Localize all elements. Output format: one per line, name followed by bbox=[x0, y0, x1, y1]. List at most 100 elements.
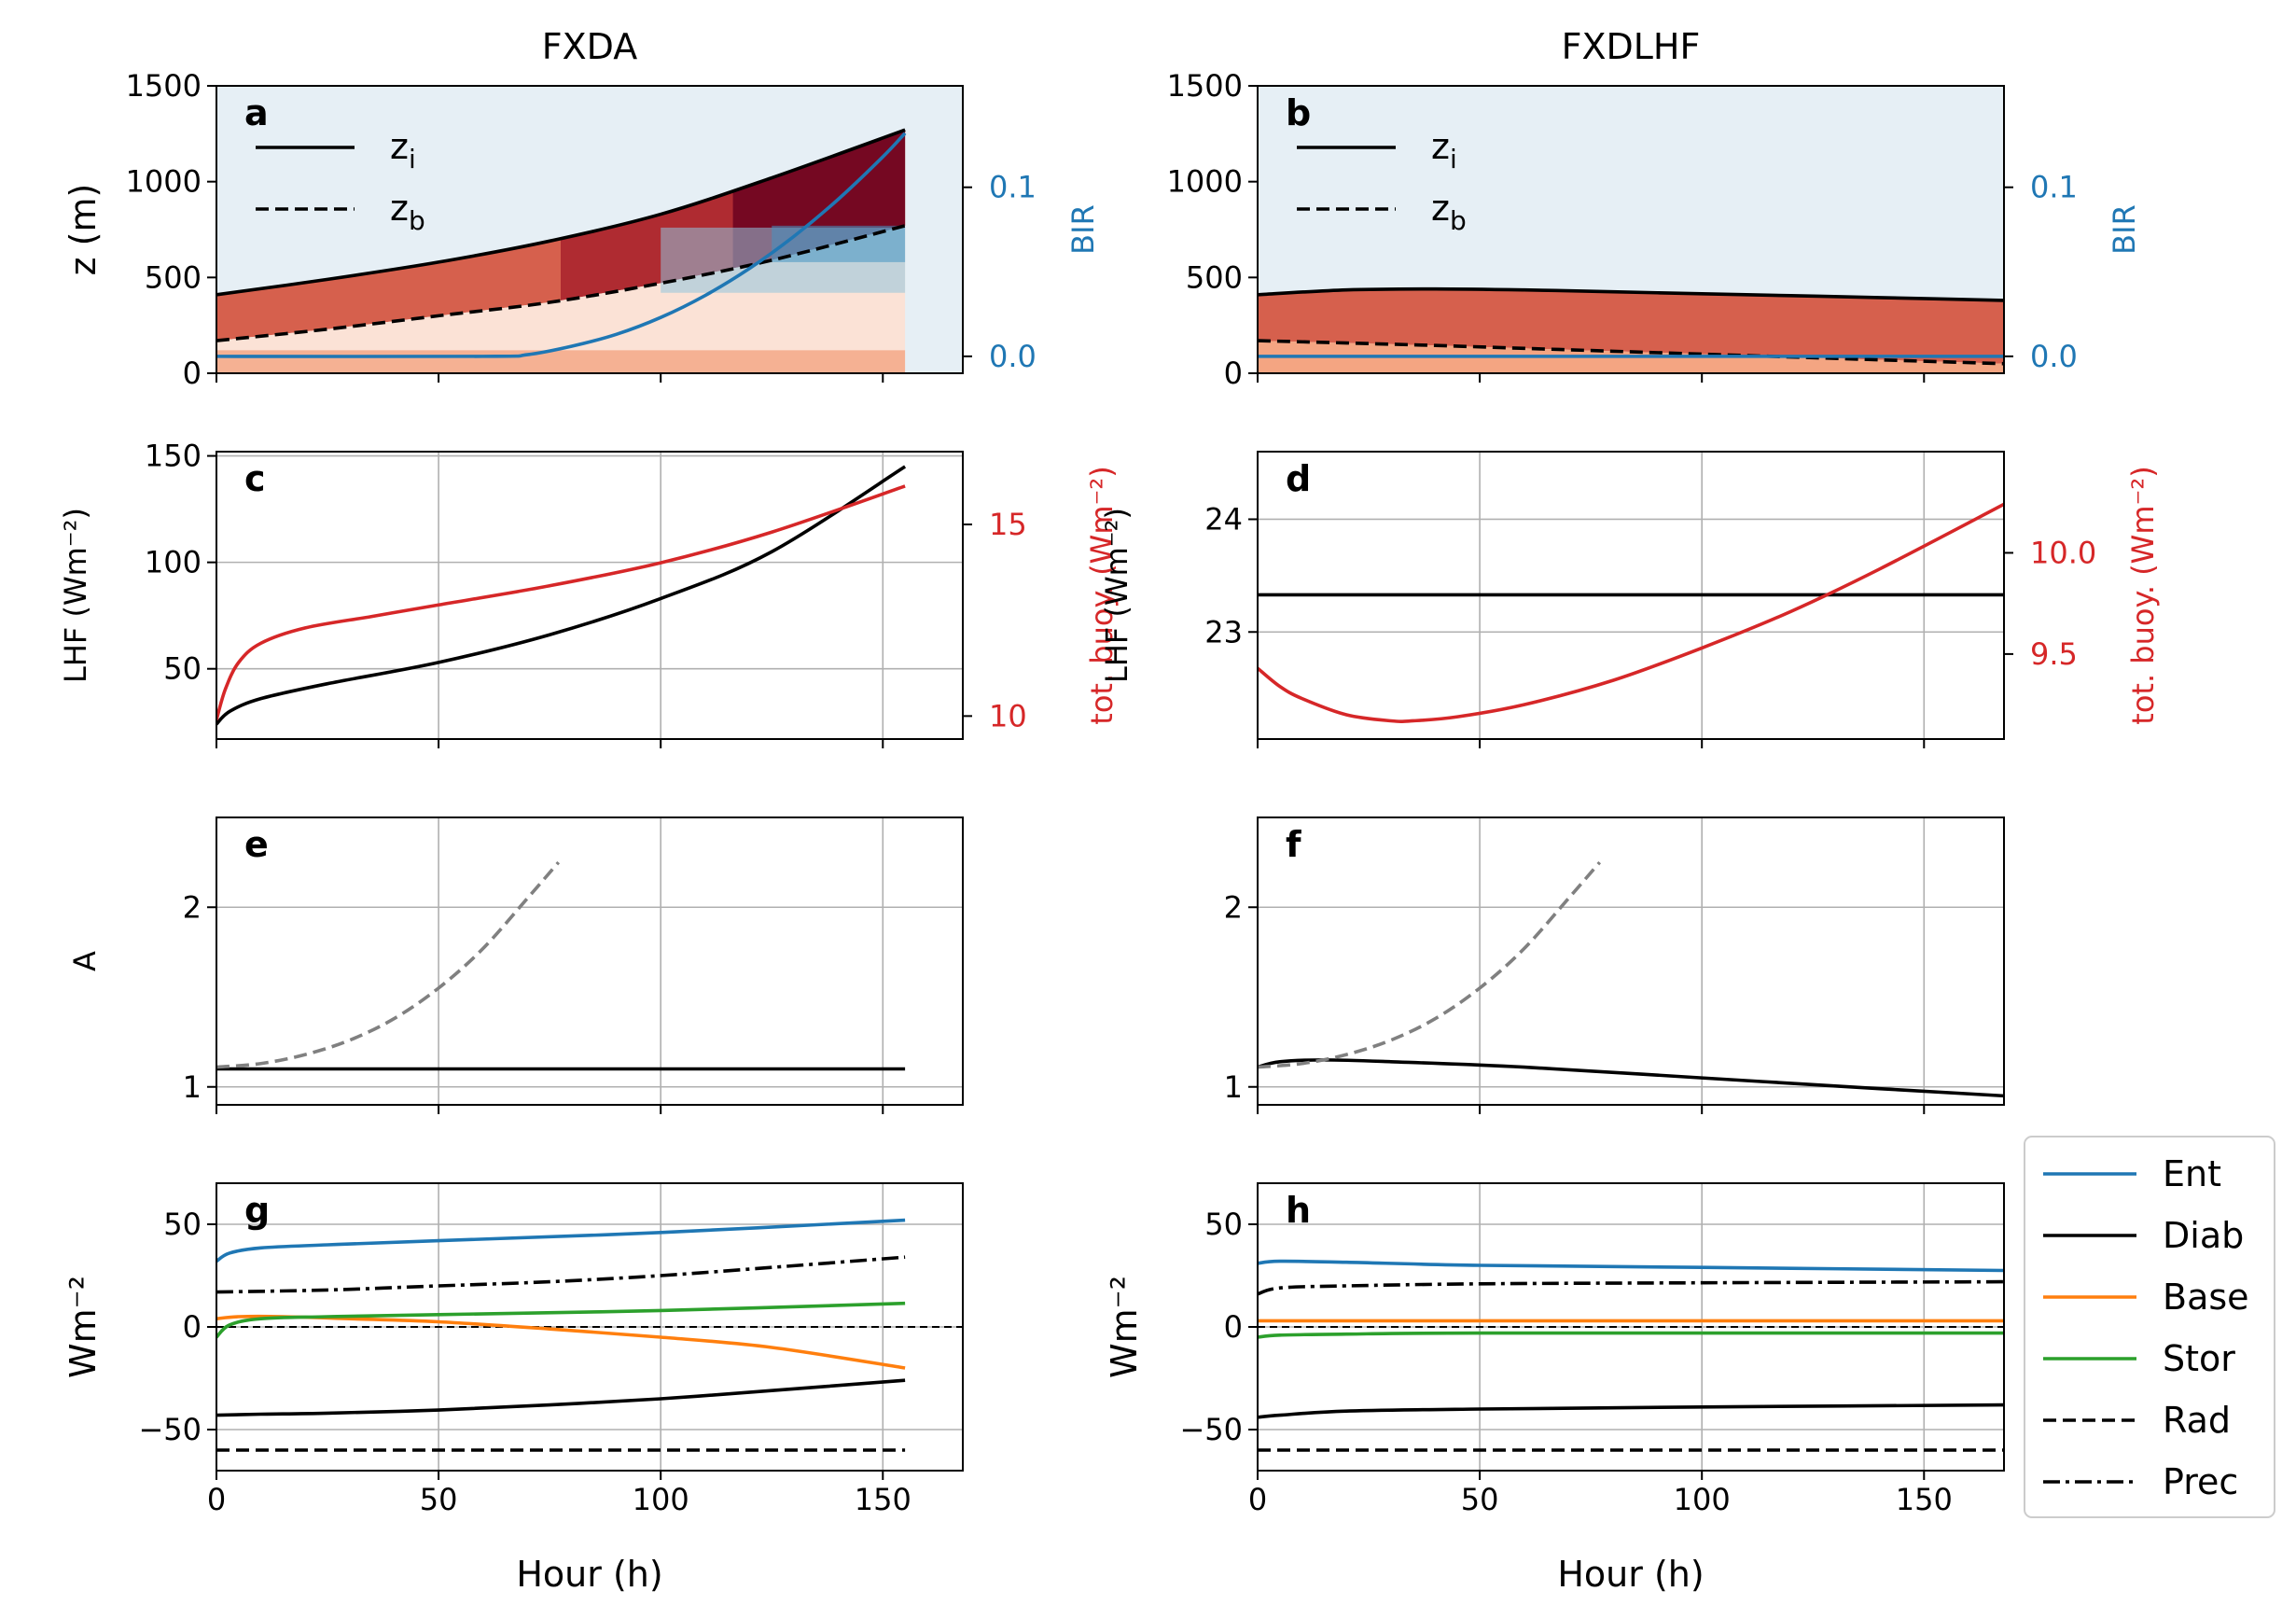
y-tick-label: 24 bbox=[1204, 501, 1243, 537]
series-line-prec bbox=[1258, 1279, 2004, 1296]
series-line-prec bbox=[216, 1255, 906, 1294]
series-line-diab bbox=[216, 1378, 906, 1417]
right-y-tick-label: 0.0 bbox=[2030, 339, 2078, 374]
series-group bbox=[216, 465, 907, 726]
y-tick-label: 1000 bbox=[1167, 164, 1243, 200]
y-tick-label: 2 bbox=[183, 889, 202, 925]
series-line-stor bbox=[1258, 1331, 2004, 1339]
surface-layer-fill bbox=[216, 350, 906, 373]
right-axis-label: tot. buoy. (Wm⁻²) bbox=[2125, 466, 2161, 724]
axes-frame bbox=[216, 85, 964, 374]
cloud-layer-fill bbox=[216, 130, 906, 342]
right-axis-label: BIR bbox=[1065, 204, 1101, 255]
x-tick-label: 100 bbox=[633, 1482, 689, 1517]
panel-letter-b: b bbox=[1286, 92, 1311, 133]
right-y-tick-label: 10.0 bbox=[2030, 535, 2096, 570]
y-tick-label: 1500 bbox=[126, 68, 202, 104]
series-group bbox=[1258, 860, 2004, 1098]
y-tick-label: 500 bbox=[1186, 259, 1243, 295]
right-axis-label: tot. buoy. (Wm⁻²) bbox=[1084, 466, 1120, 724]
y-tick-label: 1000 bbox=[126, 164, 202, 200]
y-tick-label: 50 bbox=[1204, 1207, 1243, 1242]
series-line-line-1 bbox=[216, 860, 561, 1069]
y-tick-label: 23 bbox=[1204, 614, 1243, 649]
series-line-diab bbox=[1258, 1403, 2004, 1419]
panel-letter-d: d bbox=[1286, 458, 1311, 499]
column-title-fxdlhf: FXDLHF bbox=[1562, 26, 1701, 67]
series-group bbox=[216, 860, 906, 1071]
x-axis-label-right: Hour (h) bbox=[1557, 1554, 1704, 1595]
y-tick-label: 0 bbox=[1224, 1309, 1243, 1345]
x-tick-label: 100 bbox=[1674, 1482, 1731, 1517]
series-line-line-0 bbox=[216, 465, 907, 726]
series-group bbox=[216, 1218, 906, 1452]
axes-frame bbox=[1257, 816, 2005, 1106]
legend-label-rad: Rad bbox=[2163, 1400, 2231, 1441]
panel-e: 1 2 Ae bbox=[67, 816, 964, 1114]
y-tick-label: 50 bbox=[163, 1207, 202, 1242]
panel-letter-e: e bbox=[244, 824, 269, 865]
series-line-ent bbox=[216, 1218, 906, 1263]
x-axis-label-left: Hour (h) bbox=[516, 1554, 662, 1595]
y-tick-label: 100 bbox=[145, 545, 202, 580]
series-line-right-axis bbox=[216, 484, 906, 720]
y-tick-label: −50 bbox=[1179, 1412, 1243, 1447]
panel-letter-a: a bbox=[244, 92, 269, 133]
legend-subscript: b bbox=[1450, 205, 1467, 236]
right-y-tick-label: 9.5 bbox=[2030, 636, 2078, 672]
right-y-tick-label: 10 bbox=[989, 698, 1027, 733]
y-axis-label: A bbox=[67, 951, 103, 971]
x-tick-label: 150 bbox=[1896, 1482, 1953, 1517]
y-axis-label: LHF (Wm⁻²) bbox=[58, 508, 93, 683]
right-y-tick-label: 0.1 bbox=[989, 170, 1037, 205]
legend-subscript: b bbox=[409, 205, 425, 236]
y-tick-label: 500 bbox=[145, 259, 202, 295]
panel-letter-g: g bbox=[244, 1190, 270, 1231]
y-axis-label: Wm⁻² bbox=[1104, 1276, 1145, 1378]
series-group bbox=[1258, 1259, 2004, 1452]
series-line-zb bbox=[216, 224, 906, 342]
x-tick-label: 50 bbox=[1461, 1482, 1499, 1517]
axes-frame bbox=[216, 816, 964, 1106]
right-axis-label: BIR bbox=[2107, 204, 2142, 255]
legend-label-ent: Ent bbox=[2163, 1153, 2221, 1194]
y-tick-label: 150 bbox=[145, 439, 202, 474]
series-group bbox=[1258, 286, 2004, 366]
y-tick-label: 50 bbox=[163, 651, 202, 687]
y-axis-label: LHF (Wm⁻²) bbox=[1099, 508, 1134, 683]
y-axis-label: Wm⁻² bbox=[63, 1276, 104, 1378]
axes-frame bbox=[1257, 85, 2005, 374]
x-tick-label: 150 bbox=[855, 1482, 911, 1517]
right-y-tick-label: 0.1 bbox=[2030, 170, 2078, 205]
series-line-right-axis bbox=[216, 132, 907, 358]
axes-frame bbox=[216, 451, 964, 740]
legend-frame bbox=[2024, 1136, 2275, 1518]
series-line-ent bbox=[1258, 1259, 2004, 1273]
series-line-line-1 bbox=[1258, 860, 1602, 1069]
legend-label-zi: zi bbox=[1431, 126, 1457, 174]
legend-label-zb: zb bbox=[390, 188, 425, 236]
legend-label-diab: Diab bbox=[2163, 1215, 2244, 1256]
series-line-zb bbox=[1258, 339, 2004, 366]
series-line-line-0 bbox=[1258, 1058, 2004, 1098]
series-line-right-axis bbox=[1258, 502, 2004, 723]
y-tick-label: 0 bbox=[183, 356, 202, 391]
y-tick-label: 0 bbox=[183, 1309, 202, 1345]
series-group bbox=[1258, 502, 2004, 723]
panel-d: 23 24 LHF (Wm⁻²) 9.5 10.0 tot. buoy. (Wm⁻²) d bbox=[1099, 451, 2161, 748]
axes-frame bbox=[1257, 451, 2005, 740]
y-tick-label: −50 bbox=[138, 1412, 202, 1447]
x-tick-label: 0 bbox=[207, 1482, 226, 1517]
legend-label-base: Base bbox=[2163, 1277, 2249, 1318]
legend-label-stor: Stor bbox=[2163, 1338, 2235, 1379]
series-line-zi bbox=[1258, 286, 2004, 302]
y-axis-label: z (m) bbox=[63, 184, 104, 276]
series-line-zi bbox=[216, 128, 906, 297]
series-group bbox=[216, 128, 907, 358]
y-tick-label: 2 bbox=[1224, 889, 1243, 925]
x-tick-label: 50 bbox=[420, 1482, 458, 1517]
panel-letter-c: c bbox=[244, 458, 266, 499]
